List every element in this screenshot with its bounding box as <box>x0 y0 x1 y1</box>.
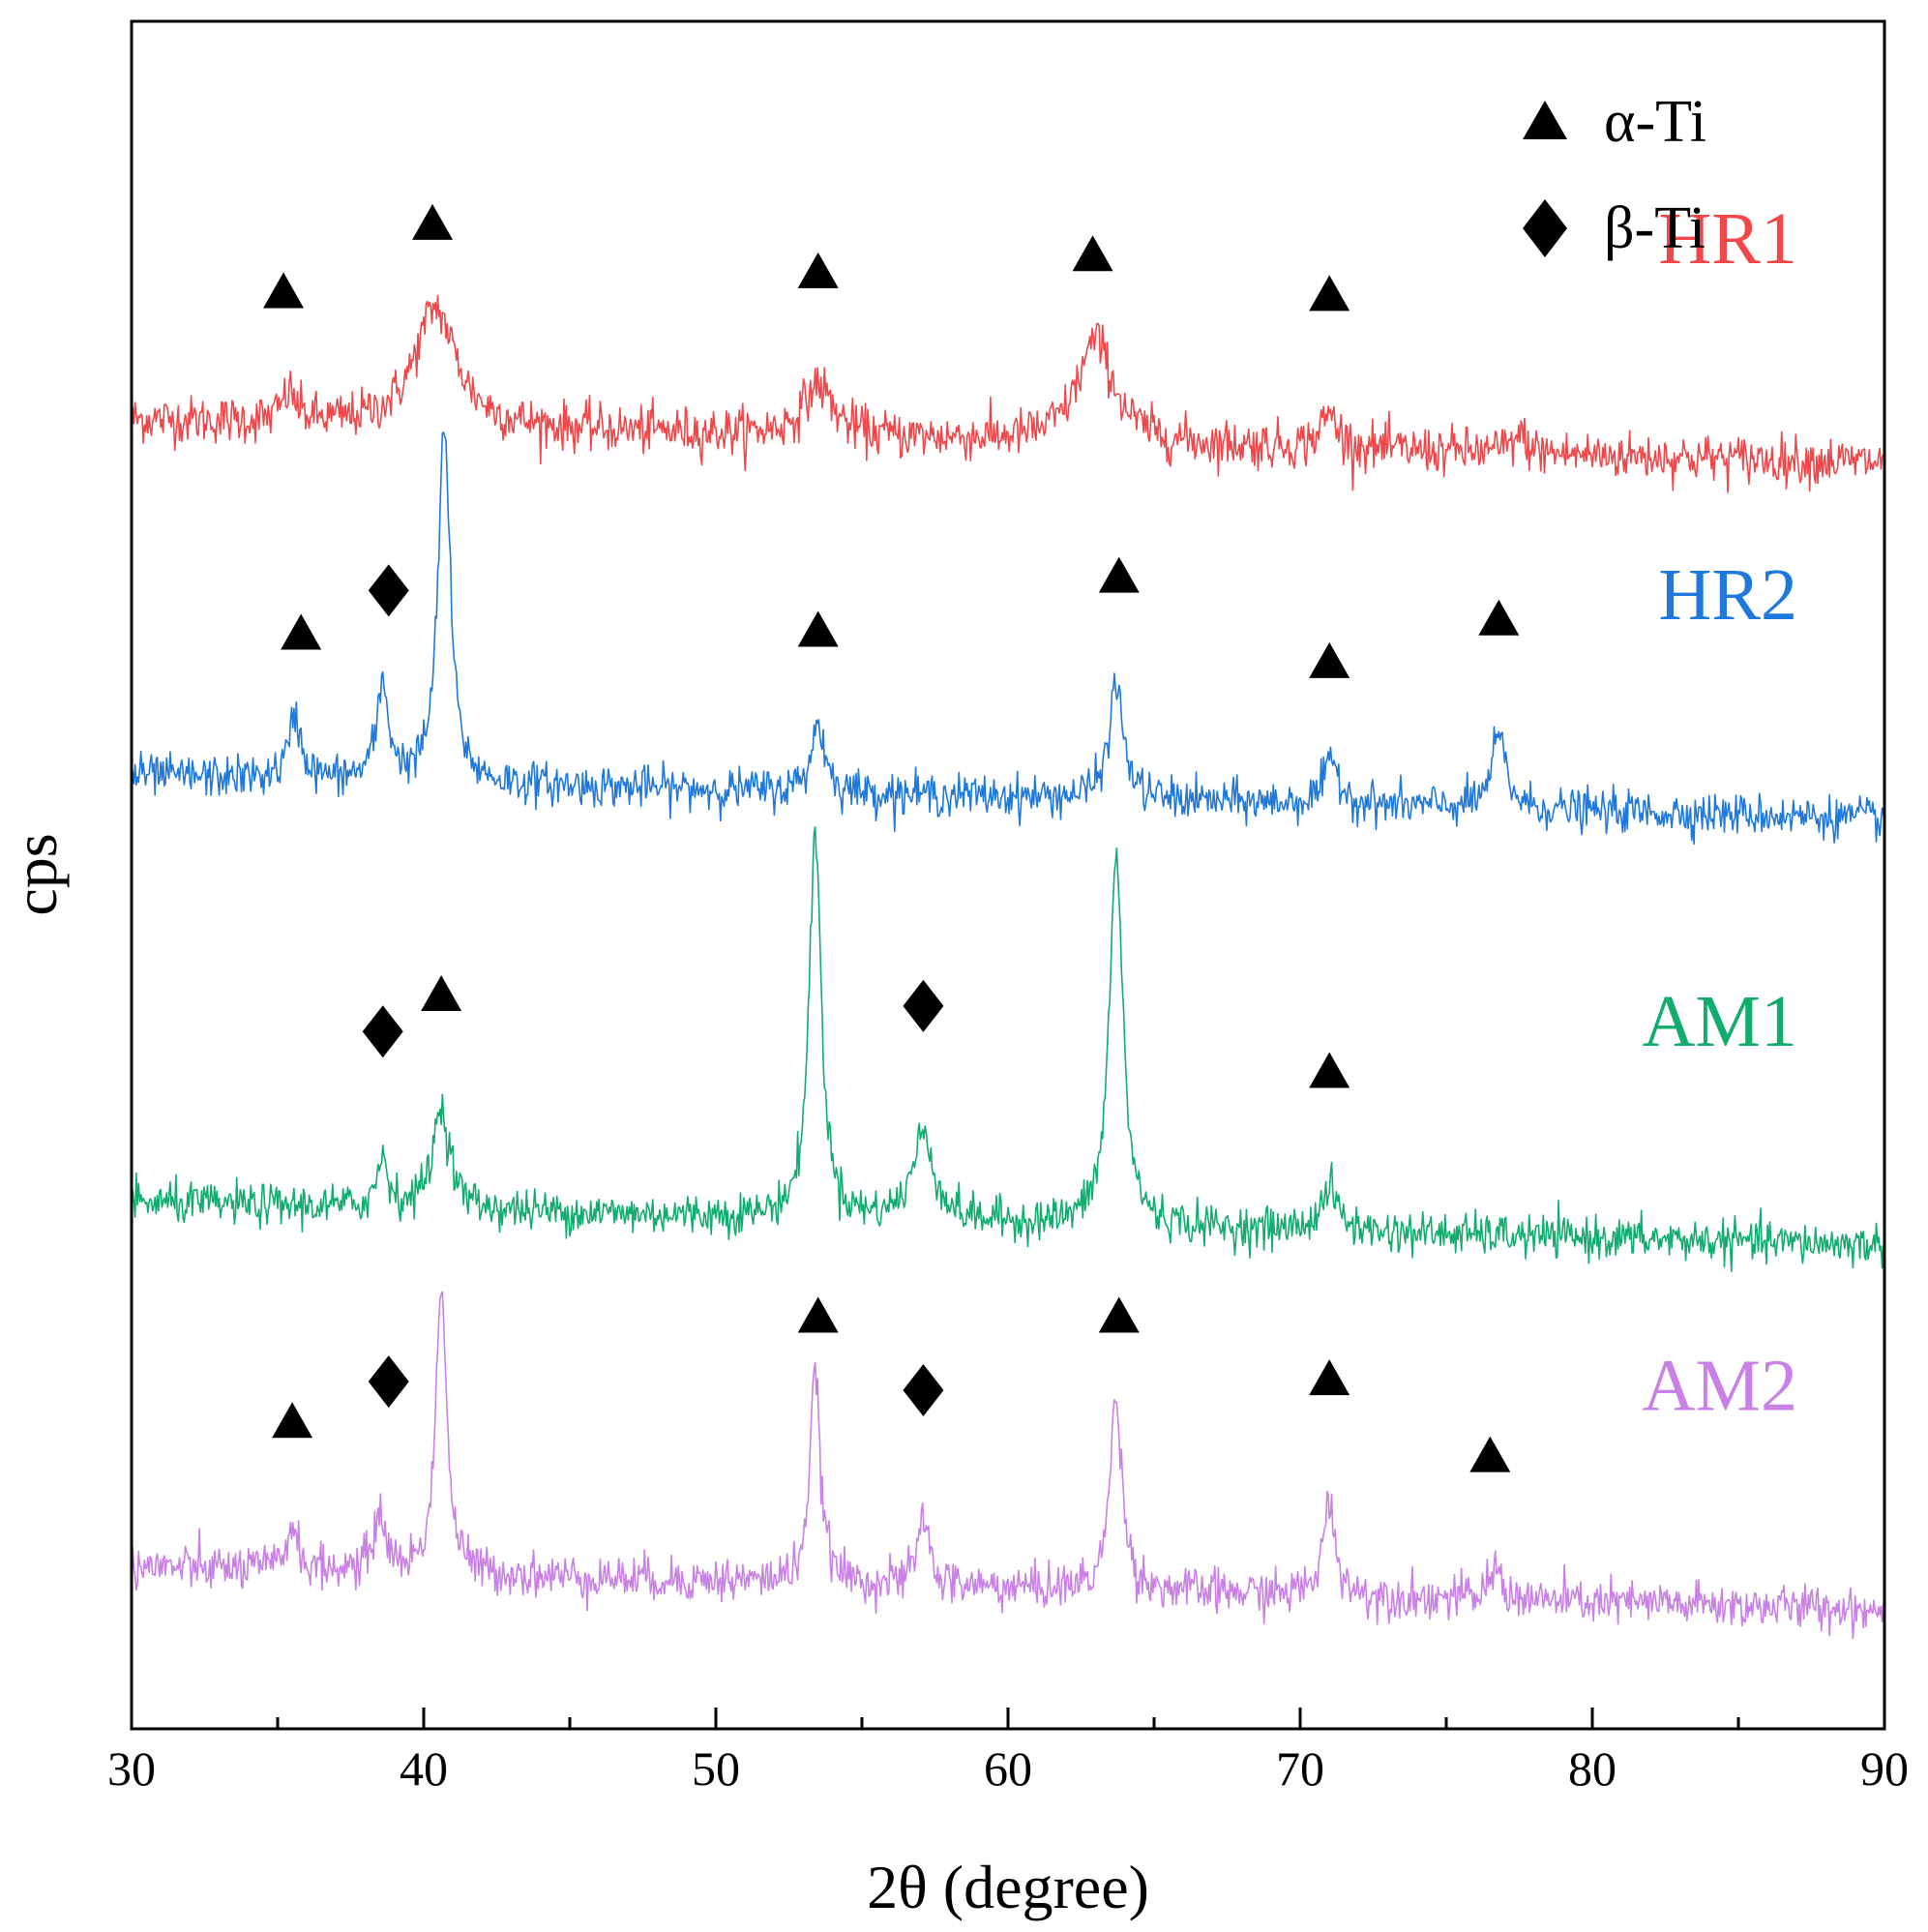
alpha-ti-marker <box>263 272 305 309</box>
series-label-hr2: HR2 <box>1658 554 1797 636</box>
alpha-ti-marker <box>272 1402 313 1439</box>
series-label-am2: AM2 <box>1643 1346 1797 1427</box>
series-line-hr2 <box>131 431 1885 846</box>
x-tick-label: 60 <box>984 1741 1032 1796</box>
legend: α-Ti β-Ti <box>1523 89 1706 261</box>
alpha-ti-marker <box>1309 275 1350 312</box>
alpha-ti-marker <box>1309 1052 1350 1088</box>
x-tick-label: 70 <box>1276 1741 1324 1796</box>
beta-ti-marker <box>362 1005 403 1058</box>
legend-diamond-icon <box>1523 199 1567 257</box>
series-line-hr1 <box>131 294 1885 493</box>
alpha-ti-marker <box>797 1296 839 1333</box>
alpha-ti-marker <box>1478 599 1520 636</box>
x-axis: 30 40 50 60 70 80 90 <box>107 1708 1909 1796</box>
legend-label: α-Ti <box>1604 89 1706 155</box>
alpha-ti-marker <box>1309 1359 1350 1396</box>
legend-label: β-Ti <box>1604 195 1706 261</box>
x-axis-title: 2θ (degree) <box>867 1853 1149 1921</box>
alpha-ti-marker <box>281 613 322 650</box>
alpha-ti-marker <box>1098 556 1140 593</box>
plot-frame <box>130 19 1886 1731</box>
x-tick-label: 80 <box>1568 1741 1617 1796</box>
series-layer <box>131 294 1885 1640</box>
beta-ti-marker <box>903 979 944 1032</box>
series-label-am1: AM1 <box>1643 981 1797 1062</box>
beta-ti-marker <box>368 564 409 617</box>
series-labels: HR1 HR2 AM1 AM2 <box>1643 198 1797 1426</box>
alpha-ti-marker <box>1309 641 1350 678</box>
y-axis-title: cps <box>1 833 70 915</box>
alpha-ti-marker <box>1469 1436 1511 1472</box>
series-line-am1 <box>131 826 1885 1272</box>
x-tick-label: 50 <box>692 1741 740 1796</box>
alpha-ti-marker <box>797 610 839 647</box>
x-tick-label: 30 <box>107 1741 156 1796</box>
beta-ti-marker <box>903 1363 944 1416</box>
x-tick-label: 40 <box>400 1741 448 1796</box>
alpha-ti-marker <box>412 203 454 240</box>
series-label-hr1: HR1 <box>1658 198 1797 280</box>
alpha-ti-marker <box>1098 1296 1140 1333</box>
series-line-am2 <box>131 1291 1885 1640</box>
alpha-ti-marker <box>1072 235 1113 272</box>
alpha-ti-marker <box>797 252 839 288</box>
alpha-ti-marker <box>421 975 462 1012</box>
beta-ti-marker <box>368 1355 409 1409</box>
legend-triangle-icon <box>1523 101 1567 139</box>
marker-layer <box>263 203 1520 1472</box>
x-tick-label: 90 <box>1860 1741 1909 1796</box>
